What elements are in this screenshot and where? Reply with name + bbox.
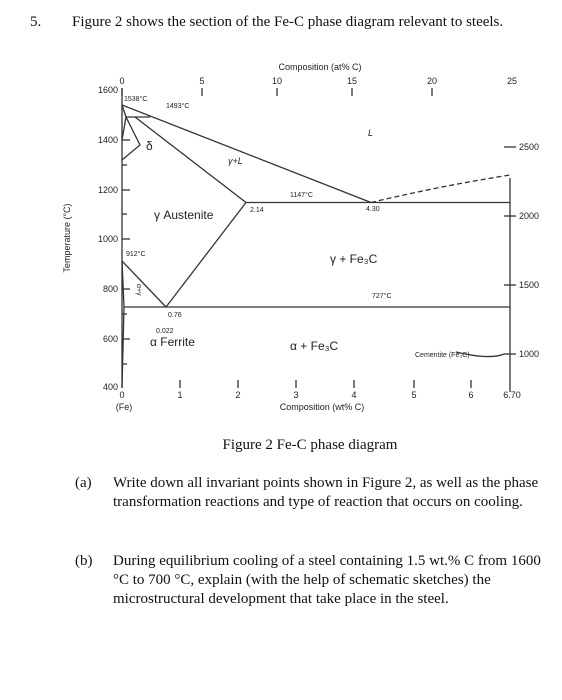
left-tick: 1000 <box>98 234 118 244</box>
region-label: 4.30 <box>366 206 380 213</box>
bottom-tick: 0 <box>119 390 124 400</box>
region-label: 1538°C <box>124 95 147 103</box>
top-tick: 5 <box>199 76 204 86</box>
region-label: 912°C <box>126 250 146 258</box>
top-tick: 20 <box>427 76 437 86</box>
left-tick: 1200 <box>98 185 118 195</box>
region-label: Cementite (Fe₃C) <box>415 352 470 359</box>
region-label: γ + Fe₃C <box>330 252 378 266</box>
bottom-tick: 1 <box>177 390 182 400</box>
right-tick: 1500 <box>519 280 539 290</box>
bottom-tick: 6 <box>468 390 473 400</box>
left-tick: 600 <box>103 334 118 344</box>
left-tick: 400 <box>103 382 118 392</box>
region-label: 2.14 <box>250 207 264 214</box>
region-label: 727°C <box>372 292 392 300</box>
origin-note: (Fe) <box>116 402 133 412</box>
region-label: α+γ <box>135 284 142 296</box>
region-label: δ <box>146 139 153 153</box>
left-tick: 1400 <box>98 135 118 145</box>
phase-diagram: Composition (at% C) 0 5 10 15 20 25 Comp… <box>62 62 539 412</box>
top-tick: 0 <box>119 76 124 86</box>
bottom-tick: 3 <box>293 390 298 400</box>
region-label: 1147°C <box>290 191 313 199</box>
region-label: γ Austenite <box>154 208 214 222</box>
top-axis-title: Composition (at% C) <box>278 62 361 72</box>
right-tick: 2000 <box>519 211 539 221</box>
region-label: α Ferrite <box>150 335 195 349</box>
left-tick: 1600 <box>98 85 118 95</box>
left-tick: 800 <box>103 284 118 294</box>
right-tick: 1000 <box>519 349 539 359</box>
left-axis-title: Temperature (°C) <box>62 203 72 272</box>
region-label: γ+L <box>228 156 243 166</box>
bottom-tick: 4 <box>351 390 356 400</box>
part-label: (b) <box>75 553 93 569</box>
region-label: 1493°C <box>166 102 189 110</box>
bottom-axis-title: Composition (wt% C) <box>280 402 365 412</box>
region-label: L <box>368 128 373 138</box>
question-text: Figure 2 shows the section of the Fe-C p… <box>72 14 504 30</box>
top-tick: 25 <box>507 76 517 86</box>
part-label: (a) <box>75 475 92 491</box>
phase-boundaries <box>121 104 511 389</box>
right-tick: 2500 <box>519 142 539 152</box>
bottom-tick: 6.70 <box>503 390 521 400</box>
bottom-tick: 2 <box>235 390 240 400</box>
part-text: During equilibrium cooling of a steel co… <box>113 553 541 607</box>
region-label: α + Fe₃C <box>290 339 339 353</box>
bottom-tick: 5 <box>411 390 416 400</box>
region-label: 0.022 <box>156 328 174 335</box>
region-label: 0.76 <box>168 312 182 319</box>
top-tick: 15 <box>347 76 357 86</box>
top-tick: 10 <box>272 76 282 86</box>
caption: Figure 2 Fe-C phase diagram <box>222 437 398 453</box>
part-text: Write down all invariant points shown in… <box>113 475 539 510</box>
question-number: 5. <box>30 14 42 30</box>
